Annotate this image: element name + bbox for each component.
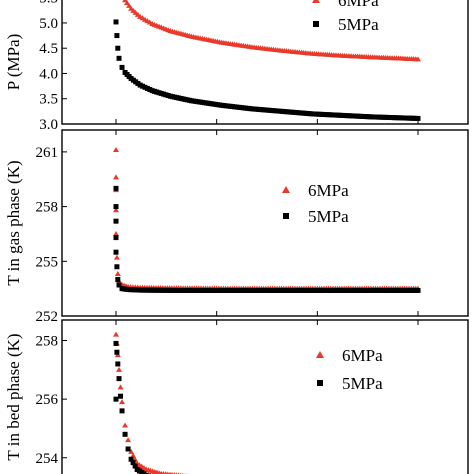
legend-label: 6MPa xyxy=(338,0,379,10)
data-point xyxy=(116,366,123,372)
data-point xyxy=(114,271,121,277)
plot-frame xyxy=(61,0,469,125)
data-point xyxy=(113,147,119,153)
data-point xyxy=(113,185,119,191)
data-point xyxy=(113,331,119,337)
y-tick-label: 252 xyxy=(36,309,59,325)
y-tick-label: 256 xyxy=(36,392,59,408)
series-5MPa xyxy=(113,19,421,121)
data-point xyxy=(119,64,125,70)
data-point xyxy=(415,287,421,293)
data-point xyxy=(122,422,129,428)
data-point xyxy=(116,55,122,61)
data-point xyxy=(128,456,134,462)
legend-label: 6MPa xyxy=(342,346,383,365)
data-point xyxy=(113,340,119,346)
legend-label: 5MPa xyxy=(338,15,379,34)
data-point xyxy=(141,471,147,474)
y-tick-label: 3.0 xyxy=(39,117,58,133)
data-point xyxy=(116,282,122,288)
data-point xyxy=(113,254,120,260)
plot-frame xyxy=(61,129,469,317)
data-point xyxy=(130,460,136,466)
series-5MPa xyxy=(113,185,421,293)
y-tick-label: 3.5 xyxy=(39,92,58,108)
y-tick-label: 5.5 xyxy=(39,0,58,7)
data-point xyxy=(114,33,120,39)
data-point xyxy=(115,361,121,367)
series-6MPa xyxy=(113,147,421,291)
legend-marker xyxy=(312,0,320,3)
data-point xyxy=(415,115,421,121)
data-point xyxy=(115,45,121,51)
y-tick-label: 258 xyxy=(36,334,59,350)
y-tick-label: 258 xyxy=(36,200,59,216)
data-point xyxy=(117,384,124,390)
data-point xyxy=(119,399,126,405)
legend-marker xyxy=(282,186,290,193)
panel-gas-temperature: 252 255 258 261 T in gas phase (K) 6MPa 5MPa xyxy=(4,129,469,325)
panel-bed-temperature: 254 256 258 T in bed phase (K) 6MPa 5MPa xyxy=(4,319,469,474)
legend: 6MPa 5MPa xyxy=(312,0,379,34)
data-point xyxy=(170,471,174,474)
data-point xyxy=(415,56,421,62)
data-point xyxy=(113,204,119,210)
plot-frame xyxy=(61,319,469,474)
y-tick-label: 5.0 xyxy=(39,16,58,32)
data-point xyxy=(113,19,119,25)
data-point xyxy=(143,472,149,474)
data-point xyxy=(113,249,119,255)
data-point xyxy=(168,471,172,474)
data-point xyxy=(115,277,121,283)
data-point xyxy=(114,264,120,270)
data-point xyxy=(113,174,119,180)
series-5MPa xyxy=(113,340,151,474)
data-point xyxy=(113,396,119,402)
y-tick-label: 255 xyxy=(36,254,59,270)
data-point xyxy=(166,471,170,474)
y-tick-label: 4.5 xyxy=(39,41,58,57)
legend-marker xyxy=(317,380,323,386)
legend-marker xyxy=(316,351,324,358)
data-point xyxy=(113,207,119,213)
data-point xyxy=(125,446,131,452)
legend-label: 6MPa xyxy=(308,181,349,200)
series-6MPa xyxy=(122,0,421,62)
data-point xyxy=(161,471,166,474)
data-point xyxy=(114,349,120,355)
data-point xyxy=(125,437,132,443)
data-point xyxy=(119,408,125,414)
legend: 6MPa 5MPa xyxy=(316,346,383,393)
data-point xyxy=(113,230,119,236)
y-tick-label: 254 xyxy=(36,451,59,467)
y-tick-label: 4.0 xyxy=(39,66,58,82)
y-axis-label: P (MPa) xyxy=(4,34,23,91)
legend: 6MPa 5MPa xyxy=(282,181,349,226)
data-point xyxy=(132,463,138,469)
legend-label: 5MPa xyxy=(308,207,349,226)
y-tick-label: 261 xyxy=(36,145,59,161)
data-point xyxy=(113,235,119,241)
data-point xyxy=(130,452,137,458)
legend-label: 5MPa xyxy=(342,374,383,393)
panel-pressure: 3.0 3.5 4.0 4.5 5.0 5.5 P (MPa) 6MPa 5MPa xyxy=(4,0,469,133)
data-point xyxy=(128,448,135,454)
data-point xyxy=(122,431,128,437)
data-point xyxy=(118,393,124,399)
legend-marker xyxy=(313,21,319,27)
data-point xyxy=(163,471,168,474)
legend-marker xyxy=(283,213,289,219)
y-axis-label: T in gas phase (K) xyxy=(4,160,23,285)
data-point xyxy=(116,376,122,382)
y-axis-label: T in bed phase (K) xyxy=(4,333,23,460)
data-point xyxy=(113,218,119,224)
